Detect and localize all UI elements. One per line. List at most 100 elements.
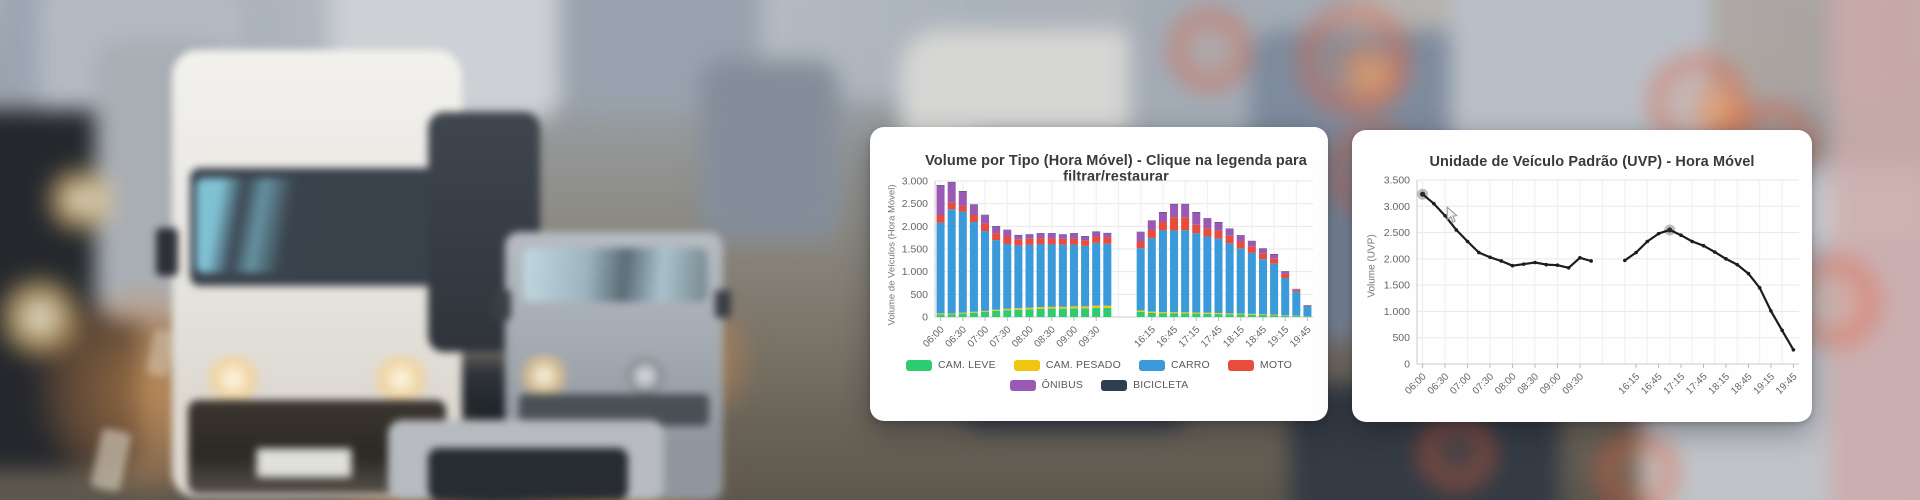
data-point bbox=[1780, 328, 1784, 333]
bar-segment-carro bbox=[1225, 243, 1234, 314]
bar-segment--nibus bbox=[1047, 233, 1056, 239]
legend-item-cam-pesado[interactable]: CAM. PESADO bbox=[1013, 359, 1121, 371]
bar-segment-cam-pesado bbox=[1192, 312, 1201, 314]
y-tick-label: 1.000 bbox=[902, 266, 928, 278]
legend-item--nibus[interactable]: ÔNIBUS bbox=[1009, 379, 1083, 391]
bar-segment-carro bbox=[992, 240, 1001, 310]
bar-segment-cam-pesado bbox=[1069, 306, 1078, 309]
bar-segment-cam-pesado bbox=[1014, 308, 1023, 310]
x-tick-label: 06:00 bbox=[1403, 371, 1429, 397]
x-tick-label: 08:00 bbox=[1010, 324, 1036, 350]
data-point bbox=[1533, 260, 1537, 265]
bar-segment-moto bbox=[1081, 240, 1090, 246]
bar-segment-cam-leve bbox=[1092, 307, 1101, 317]
bar-segment--nibus bbox=[1103, 233, 1112, 238]
bar-segment-carro bbox=[1214, 238, 1223, 313]
highlight-point-center bbox=[1667, 227, 1673, 233]
bar-segment-moto bbox=[1292, 289, 1301, 292]
x-tick-label: 09:00 bbox=[1538, 371, 1564, 397]
x-tick-label: 18:45 bbox=[1244, 324, 1270, 350]
bar-segment-carro bbox=[1236, 248, 1245, 314]
bar-segment-moto bbox=[1247, 246, 1256, 253]
bar-segment-cam-pesado bbox=[1170, 312, 1179, 314]
legend-item-carro[interactable]: CARRO bbox=[1138, 359, 1210, 371]
data-point bbox=[1544, 262, 1549, 267]
blurred-vehicle bbox=[700, 60, 840, 240]
bar-segment-cam-leve bbox=[981, 311, 990, 317]
bar-segment--nibus bbox=[969, 204, 978, 215]
data-point bbox=[1432, 201, 1436, 206]
bar-segment-carro bbox=[1103, 243, 1112, 306]
bar-segment--nibus bbox=[1270, 254, 1279, 259]
bar-segment--nibus bbox=[1069, 233, 1078, 239]
bar-segment-moto bbox=[1214, 230, 1223, 239]
y-tick-label: 0 bbox=[1404, 359, 1410, 371]
bar-segment-cam-leve bbox=[1047, 308, 1056, 317]
bar-segment-carro bbox=[1136, 248, 1145, 311]
van-headlight-left bbox=[200, 355, 266, 403]
data-point bbox=[1566, 265, 1571, 270]
data-point bbox=[1656, 231, 1661, 236]
data-point bbox=[1465, 239, 1470, 244]
bar-segment-cam-pesado bbox=[1025, 307, 1034, 310]
bar-segment-carro bbox=[1047, 244, 1056, 307]
bar-segment-carro bbox=[1258, 259, 1267, 315]
caddy-headlight bbox=[515, 354, 573, 398]
bar-segment--nibus bbox=[1203, 218, 1212, 229]
bar-segment-cam-leve bbox=[1225, 314, 1234, 317]
bar-segment-carro bbox=[1092, 242, 1101, 306]
bar-segment-cam-leve bbox=[969, 312, 978, 317]
bar-segment-cam-leve bbox=[1103, 307, 1112, 317]
bar-segment-moto bbox=[1181, 217, 1190, 231]
data-point bbox=[1578, 256, 1582, 260]
chart-legend: CAM. LEVE CAM. PESADO CARRO MOTO ÔNIBUS BICIC… bbox=[870, 359, 1328, 391]
bar-segment-carro bbox=[969, 222, 978, 312]
bar-segment-cam-pesado bbox=[1203, 312, 1212, 314]
x-tick-label: 06:00 bbox=[921, 324, 947, 350]
bar-segment-cam-pesado bbox=[1103, 305, 1112, 308]
x-tick-label: 16:15 bbox=[1132, 324, 1158, 350]
bar-segment-cam-pesado bbox=[1058, 306, 1067, 309]
x-tick-label: 09:30 bbox=[1077, 324, 1103, 350]
bar-segment-cam-pesado bbox=[969, 311, 978, 313]
bar-segment-cam-leve bbox=[936, 314, 945, 317]
legend-item-bicicleta[interactable]: BICICLETA bbox=[1101, 379, 1188, 391]
bar-segment-cam-leve bbox=[1270, 315, 1279, 317]
y-tick-label: 2.000 bbox=[902, 221, 928, 233]
bar-segment-moto bbox=[1136, 241, 1145, 249]
y-tick-label: 2.500 bbox=[1384, 227, 1410, 239]
bar-segment-cam-leve bbox=[958, 313, 967, 317]
bar-segment-cam-leve bbox=[1214, 314, 1223, 317]
van-mirror-left bbox=[156, 228, 178, 276]
bar-segment--nibus bbox=[1147, 220, 1156, 230]
bar-segment-carro bbox=[1292, 291, 1301, 316]
van-headlight-right bbox=[368, 355, 434, 403]
bar-segment-carro bbox=[1170, 230, 1179, 313]
y-tick-label: 3.000 bbox=[1384, 201, 1410, 213]
legend-item-moto[interactable]: MOTO bbox=[1227, 359, 1292, 371]
van-windshield bbox=[190, 168, 444, 286]
uvp-line-chart[interactable]: 3.5003.0002.5002.0001.5001.000500006:000… bbox=[1352, 174, 1812, 422]
bar-segment-cam-pesado bbox=[1147, 311, 1156, 313]
bar-segment--nibus bbox=[1258, 248, 1267, 254]
bar-segment--nibus bbox=[1236, 235, 1245, 242]
data-point bbox=[1443, 213, 1447, 218]
y-tick-label: 500 bbox=[910, 289, 928, 301]
stacked-bar-chart[interactable]: 3.0002.5002.0001.5001.000500006:0006:300… bbox=[870, 171, 1328, 361]
bar-segment-cam-pesado bbox=[1092, 305, 1101, 308]
bar-segment-moto bbox=[969, 215, 978, 223]
bar-segment-carro bbox=[1203, 236, 1212, 313]
bar-segment-cam-leve bbox=[1181, 313, 1190, 317]
bar-segment-cam-leve bbox=[1247, 314, 1256, 317]
legend-item-cam-leve[interactable]: CAM. LEVE bbox=[906, 359, 996, 371]
legend-label: CARRO bbox=[1170, 359, 1210, 371]
legend-swatch bbox=[1101, 379, 1128, 391]
data-point bbox=[1757, 285, 1762, 290]
bar-segment-cam-leve bbox=[1003, 310, 1012, 317]
x-tick-label: 07:30 bbox=[1471, 371, 1497, 397]
bar-segment-cam-leve bbox=[1236, 314, 1245, 317]
bar-segment-moto bbox=[1014, 239, 1023, 246]
bar-segment-carro bbox=[981, 231, 990, 311]
x-tick-label: 19:15 bbox=[1752, 371, 1778, 397]
